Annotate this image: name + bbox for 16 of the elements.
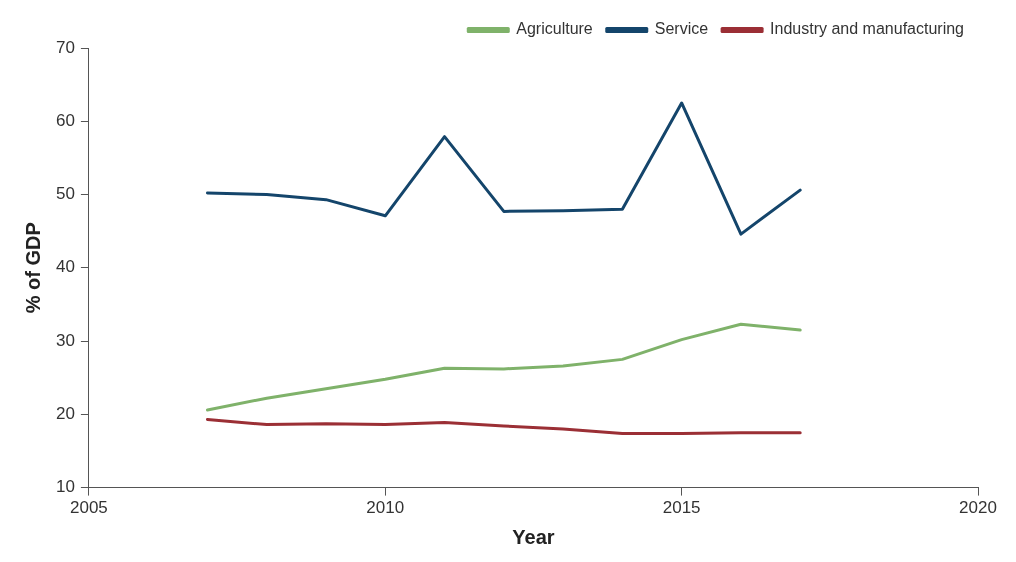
y-tick-label: 50 — [55, 184, 75, 204]
y-axis-title: % of GDP — [21, 222, 44, 314]
y-tick-label: 60 — [55, 110, 75, 130]
x-tick-label: 2010 — [366, 498, 405, 518]
x-axis-title: Year — [512, 525, 555, 548]
x-tick-label: 2015 — [662, 498, 701, 518]
y-tick-label: 10 — [55, 477, 75, 497]
y-tick-label: 20 — [55, 404, 75, 424]
x-tick-label: 2005 — [70, 498, 108, 518]
legend-label: Service — [654, 20, 709, 38]
y-tick-label: 70 — [55, 37, 75, 57]
y-tick-label: 40 — [55, 257, 75, 277]
legend-label: Industry and manufacturing — [770, 20, 964, 38]
legend-label: Agriculture — [516, 20, 593, 38]
x-tick-label: 2020 — [959, 498, 997, 518]
y-tick-label: 30 — [55, 330, 75, 350]
